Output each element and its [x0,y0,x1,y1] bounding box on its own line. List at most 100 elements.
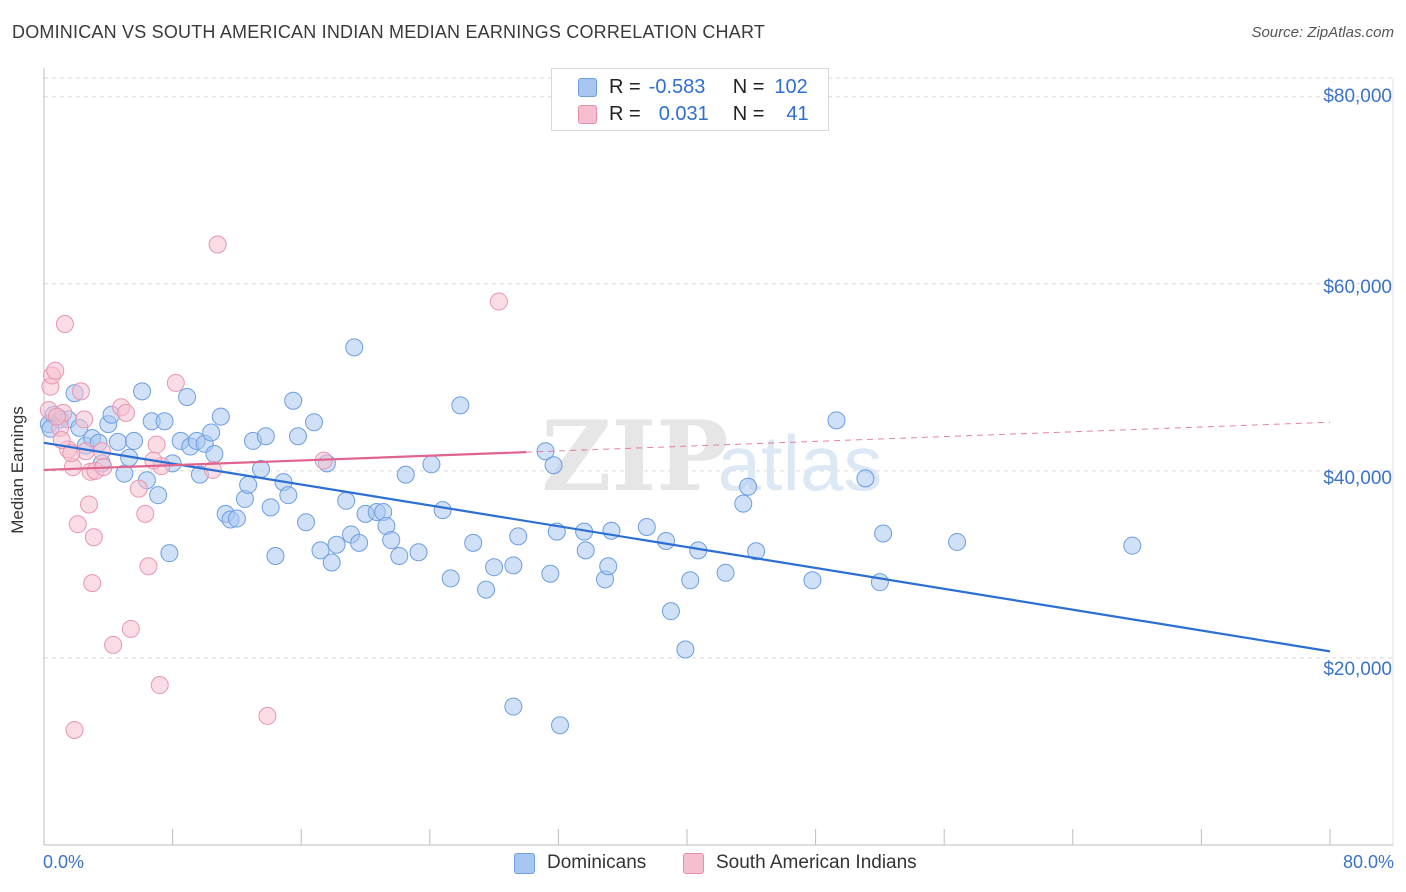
dominican-point [856,469,875,488]
dominican-point [288,427,307,446]
south-american-indian-point [68,515,87,534]
dominican-point [433,501,452,520]
series-name: Dominicans [547,852,647,873]
dominican-point [509,527,528,546]
dominican-point [464,533,483,552]
y-tick-label-20000: $20,000 [1323,659,1392,680]
dominican-point [350,533,369,552]
y-tick-label-60000: $60,000 [1323,277,1392,298]
dominican-point [108,432,127,451]
dominican-point [239,475,258,494]
dominican-point [551,716,570,735]
legend-n-label: N = [732,75,765,98]
legend-swatch-pink [578,104,597,124]
south-american-indian-point [83,574,102,593]
legend-row-dominicans: R = -0.583 N = 102 [578,75,808,99]
dominican-point [160,544,179,563]
south-american-indian-point [71,382,90,401]
dominican-point [382,531,401,550]
dominican-point [739,477,758,496]
south-american-indian-point [139,557,158,576]
watermark-atlas: atlas [718,419,883,507]
series-legend-south-american-indians[interactable]: South American Indians [683,852,917,874]
legend-r-label: R = [609,102,641,125]
dominican-point [827,411,846,430]
legend-n-label: N = [732,102,765,125]
dominican-point [870,573,889,592]
dominican-point [747,542,766,561]
south-american-indian-point [121,619,140,638]
legend-r-value: -0.583 [648,75,706,98]
dominican-point [599,557,618,576]
dominican-point [266,546,285,565]
dominican-point [327,535,346,554]
south-american-indian-point [489,292,508,311]
dominican-point [576,541,595,560]
south-american-indian-point [208,235,227,254]
legend-r-value: 0.031 [658,102,709,125]
series-name: South American Indians [716,852,917,873]
dominican-point [205,445,224,464]
south-american-indian-point [84,528,103,547]
dominican-point [133,382,152,401]
dominican-point [256,427,275,446]
south-american-indian-point [80,495,99,514]
dominican-point [441,569,460,588]
y-tick-label-80000: $80,000 [1323,86,1392,107]
dominican-point [125,431,144,450]
dominican-point [211,407,230,426]
dominican-point [396,465,415,484]
dominican-point [311,541,330,560]
dominicans-trend-line [43,441,1331,653]
dominican-point [337,491,356,510]
dominican-point [322,553,341,572]
dominican-point [409,543,428,562]
south-american-indian-point [46,361,65,380]
dominican-point [1123,536,1142,555]
dominican-point [504,697,523,716]
legend-n-value: 41 [786,102,809,125]
dominican-point [734,494,753,513]
dominican-point [716,563,735,582]
series-legend-dominicans[interactable]: Dominicans [514,852,646,874]
south-american-indian-point [258,706,277,725]
south-american-indian-point [129,479,148,498]
chart-title: DOMINICAN VS SOUTH AMERICAN INDIAN MEDIA… [12,22,766,42]
dominican-point [202,423,221,442]
dominican-point [637,517,656,536]
correlation-legend: R = -0.583 N = 102 R = 0.031 N = 41 [551,68,829,131]
dominican-point [422,455,441,474]
south-american-indian-point [65,720,84,739]
dominican-point [297,513,316,532]
dominican-point [681,571,700,590]
dominican-point [451,396,470,415]
dominican-point [345,338,364,357]
source-label: Source: ZipAtlas.com [1251,24,1394,41]
legend-r-label: R = [609,75,641,98]
dominican-point [178,387,197,406]
dominican-point [155,412,174,431]
dominican-point [485,558,504,577]
dominican-point [661,602,680,621]
south-american-indian-point [147,435,166,454]
dominican-point [874,524,893,543]
x-tick-label-min: 0.0% [43,852,85,872]
south-american-indians-trend-extension [526,421,1331,453]
series-swatch-pink [683,852,704,874]
south-american-indians-trend-line [43,451,527,472]
dominican-point [541,564,560,583]
south-american-indian-point [166,373,185,392]
x-tick-label-max: 80.0% [1342,852,1394,872]
dominican-point [803,571,822,590]
dominican-point [390,546,409,565]
legend-row-south-american-indians: R = 0.031 N = 41 [578,102,809,126]
dominican-point [149,486,168,505]
dominican-point [544,456,563,475]
south-american-indian-point [75,410,94,429]
dominican-point [477,580,496,599]
south-american-indian-point [150,676,169,695]
dominican-point [279,486,298,505]
watermark-zip: ZIP [541,400,728,513]
dominican-point [657,532,676,551]
